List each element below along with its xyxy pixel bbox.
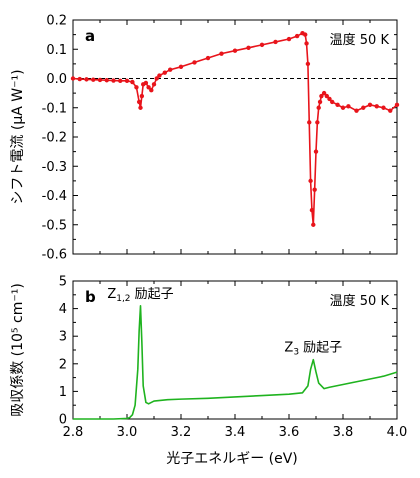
plot-frame (72, 19, 398, 255)
data-point (149, 88, 154, 93)
data-point (157, 73, 162, 78)
data-point (394, 102, 400, 108)
data-point (70, 76, 76, 81)
data-point (307, 120, 312, 125)
panel-b: 2.8 3.0 3.2 3.4 3.6 3.8 4.0 0 1 2 3 4 5 b 温度 50 K 吸収係数 … (10, 275, 407, 441)
data-point (304, 41, 309, 46)
y-axis-label: シフト電流 (μA W⁻¹) (10, 69, 26, 204)
x-tick-label: 3.6 (279, 425, 300, 440)
y-tick-label: -0.3 (42, 160, 67, 175)
data-point (162, 70, 167, 75)
series-line (72, 32, 398, 226)
data-point (312, 187, 317, 192)
data-point (346, 104, 351, 109)
data-point (335, 102, 340, 108)
temperature-annotation: 温度 50 K (330, 293, 390, 309)
y-tick-label: -0.4 (42, 189, 67, 204)
y-tick-label: 3 (59, 330, 67, 345)
data-point (324, 93, 329, 99)
data-point (192, 60, 197, 65)
data-point (327, 96, 332, 102)
data-point (313, 149, 319, 154)
data-point (321, 90, 327, 96)
data-point (354, 108, 359, 113)
exciton-label: Z1,2 励起子 (107, 287, 173, 304)
data-point (130, 79, 135, 85)
data-point (143, 80, 149, 86)
data-point (303, 32, 308, 37)
data-point (154, 76, 159, 81)
data-point (232, 48, 238, 53)
data-point (97, 77, 103, 83)
data-point (340, 105, 346, 110)
data-point (146, 85, 151, 90)
x-tick-label: 4.0 (387, 425, 408, 440)
y-tick-label: 1 (59, 385, 67, 400)
y-tick-label: 4 (59, 302, 67, 317)
panel-a: -0.6 -0.5 -0.4 -0.3 -0.2 -0.1 0.0 0.1 0.2 a 温度 50 … (10, 14, 400, 263)
data-point (273, 39, 278, 45)
data-point (286, 36, 292, 42)
y-tick-label: -0.2 (42, 131, 67, 146)
data-point (138, 105, 143, 110)
x-axis-label: 光子エネルギー (eV) (166, 451, 298, 467)
panel-label: b (85, 288, 96, 306)
data-point (315, 120, 320, 125)
data-point (305, 61, 311, 67)
data-point (309, 207, 315, 213)
data-point (381, 105, 386, 110)
data-point (111, 78, 116, 83)
data-point (308, 178, 313, 184)
data-point (374, 104, 379, 109)
data-point (246, 45, 251, 50)
data-point (311, 222, 316, 227)
x-tick-label: 2.8 (63, 425, 84, 440)
x-tick-label: 3.2 (171, 425, 192, 440)
y-tick-label: -0.1 (42, 101, 67, 116)
series-line (73, 305, 398, 420)
data-point (294, 33, 300, 39)
y-tick-label: 5 (59, 275, 67, 290)
y-tick-label: 0 (59, 413, 67, 428)
data-point (361, 105, 366, 110)
data-point (259, 42, 265, 48)
data-point (205, 55, 211, 61)
data-point (317, 99, 323, 105)
y-axis-label: 吸収係数 (10⁵ cm⁻¹) (10, 283, 26, 417)
data-point (178, 64, 184, 70)
data-point (139, 93, 145, 99)
x-tick-label: 3.8 (333, 425, 354, 440)
data-point (124, 78, 130, 84)
exciton-label: Z3 励起子 (284, 341, 342, 358)
y-tick-label: 0.2 (46, 14, 67, 29)
data-point (316, 105, 321, 110)
data-point (319, 93, 324, 99)
y-tick-label: 0.0 (46, 72, 67, 87)
data-point (136, 99, 142, 105)
data-point (330, 99, 335, 105)
x-tick-label: 3.4 (225, 425, 246, 440)
data-point (118, 78, 123, 84)
data-point (104, 78, 109, 83)
panel-label: a (85, 27, 95, 45)
data-point (134, 85, 139, 90)
data-point (77, 76, 82, 82)
y-tick-label: 2 (59, 357, 67, 372)
temperature-annotation: 温度 50 K (330, 32, 390, 48)
y-tick-label: -0.6 (42, 248, 67, 263)
data-point (388, 108, 393, 113)
data-point (91, 77, 96, 82)
y-tick-label: -0.5 (42, 218, 67, 233)
data-point (151, 82, 157, 87)
x-tick-label: 3.0 (117, 425, 138, 440)
data-point (84, 77, 89, 82)
data-point (367, 102, 373, 108)
data-point (219, 51, 224, 56)
y-tick-label: 0.1 (46, 43, 67, 58)
data-point (168, 67, 173, 72)
